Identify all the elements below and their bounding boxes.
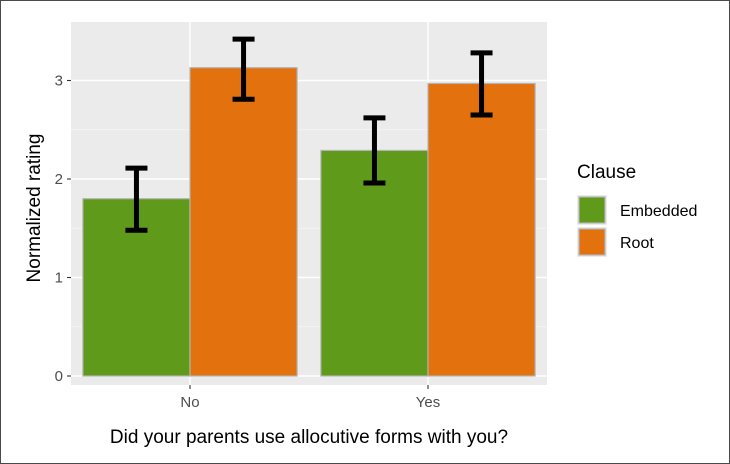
legend: Clause Embedded Root	[577, 162, 697, 257]
legend-swatch	[578, 228, 606, 256]
legend-title: Clause	[577, 162, 636, 183]
legend-swatch	[578, 196, 606, 224]
x-axis: No Yes	[180, 385, 440, 411]
y-axis: 0 1 2 3	[55, 73, 71, 385]
error-bars	[125, 36, 493, 233]
x-axis-title: Did your parents use allocutive forms wi…	[110, 427, 508, 448]
bar	[189, 67, 298, 377]
legend-label: Root	[620, 235, 654, 252]
y-axis-title: Normalized rating	[24, 134, 45, 283]
bar	[427, 82, 536, 377]
y-tick-label: 1	[55, 270, 63, 287]
x-tick-label: Yes	[416, 394, 440, 411]
y-tick-label: 3	[55, 73, 63, 90]
y-tick-label: 2	[55, 171, 63, 188]
legend-label: Embedded	[620, 203, 697, 220]
x-tick-label: No	[180, 394, 199, 411]
y-tick-label: 0	[55, 368, 63, 385]
